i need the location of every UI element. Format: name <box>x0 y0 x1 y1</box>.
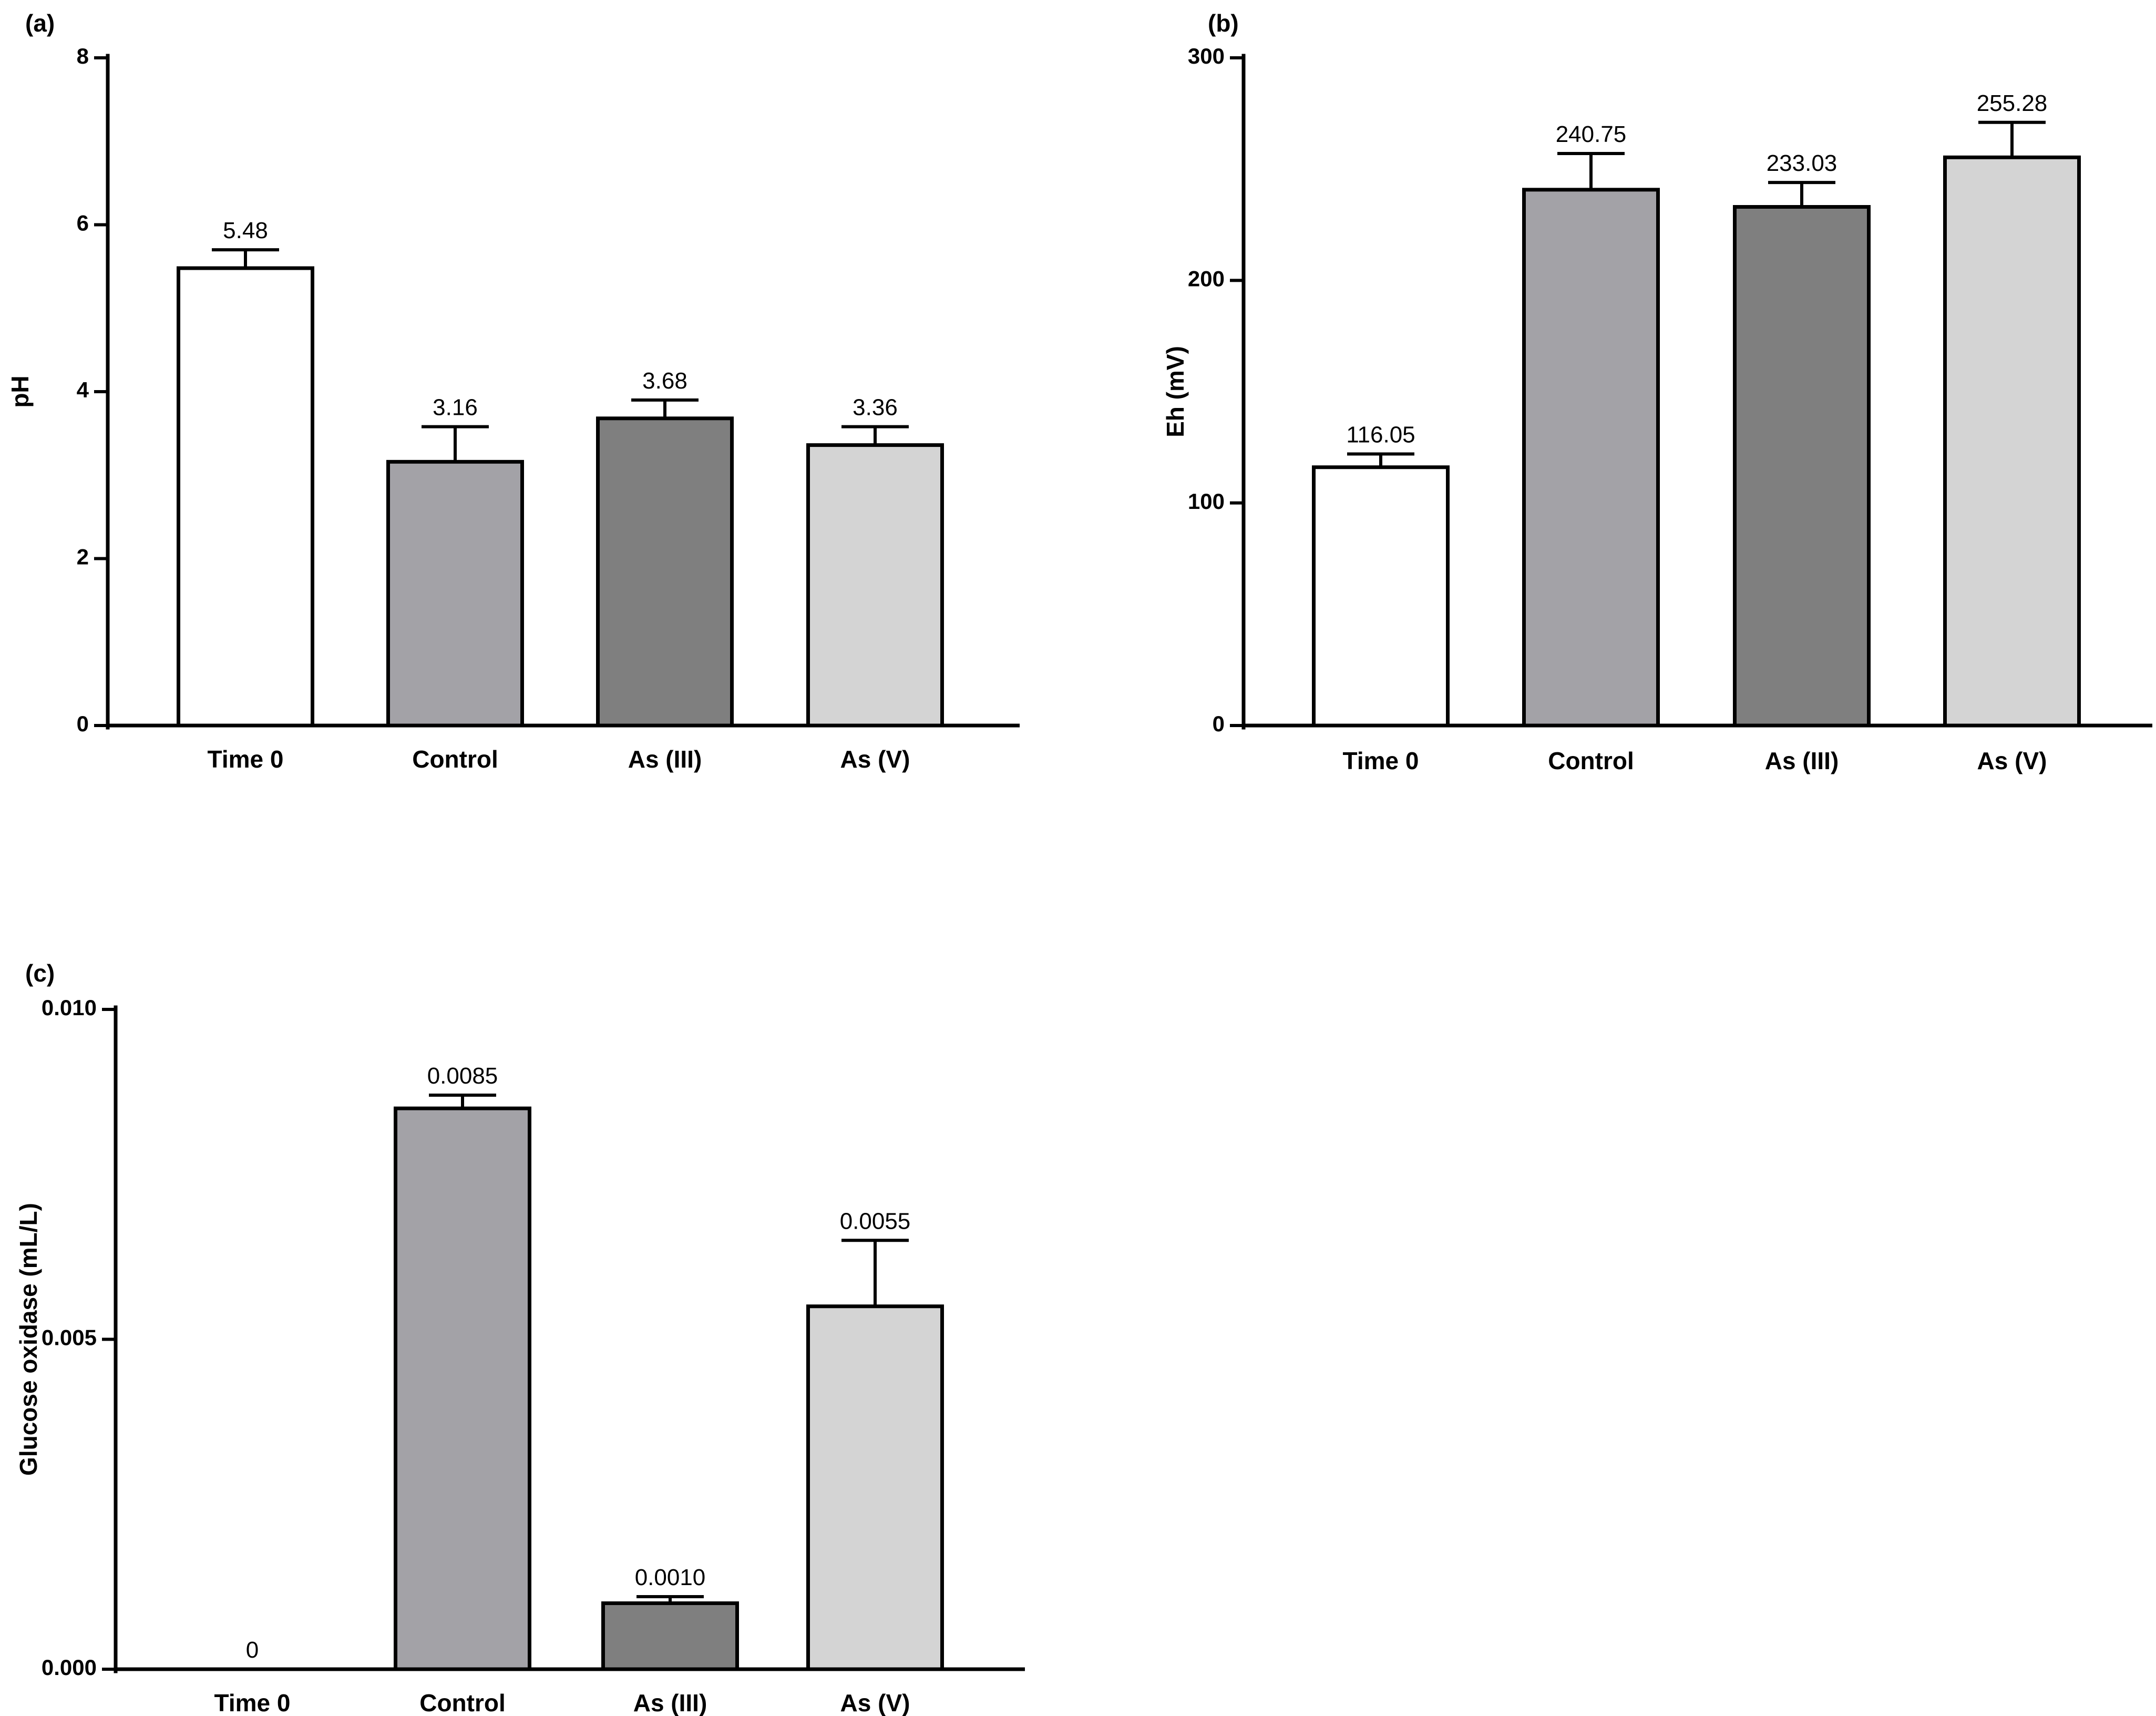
x-tick-label: As (III) <box>628 745 702 773</box>
y-axis-title: Glucose oxidase (mL/L) <box>15 1203 42 1476</box>
x-tick-label: As (III) <box>633 1689 707 1716</box>
bar <box>806 1304 944 1671</box>
x-tick-label: Control <box>412 745 498 773</box>
y-tick-label: 300 <box>1188 44 1225 68</box>
bar <box>601 1601 739 1671</box>
data-label: 233.03 <box>1767 150 1837 176</box>
y-tick-label: 0 <box>77 711 89 736</box>
y-tick-label: 0 <box>1213 711 1225 736</box>
data-label: 3.36 <box>853 395 898 421</box>
bar <box>806 443 944 728</box>
y-tick-label: 8 <box>77 44 89 68</box>
x-tick-label: As (V) <box>840 1689 910 1716</box>
data-label: 0.0055 <box>840 1208 911 1234</box>
bar <box>1943 155 2081 728</box>
y-tick-label: 6 <box>77 211 89 236</box>
x-tick-label: As (V) <box>840 745 910 773</box>
y-tick-label: 200 <box>1188 266 1225 291</box>
data-label: 5.48 <box>223 218 268 243</box>
panel-label: (a) <box>25 9 55 37</box>
bar <box>177 266 314 728</box>
x-tick-label: Control <box>1548 747 1634 774</box>
bar <box>394 1106 531 1671</box>
x-tick-label: Time 0 <box>1343 747 1419 774</box>
data-label: 0 <box>246 1637 259 1663</box>
x-tick-label: Time 0 <box>214 1689 291 1716</box>
y-tick-label: 2 <box>77 545 89 569</box>
bar <box>1733 205 1871 728</box>
data-label: 255.28 <box>1977 90 2048 116</box>
y-tick-label: 100 <box>1188 489 1225 514</box>
y-tick-label: 0.010 <box>42 995 97 1020</box>
bar <box>596 416 734 728</box>
data-label: 0.0085 <box>427 1063 498 1089</box>
y-tick-label: 0.005 <box>42 1325 97 1350</box>
bar <box>1312 465 1450 728</box>
y-axis-title: Eh (mV) <box>1162 346 1189 437</box>
y-axis-title: pH <box>6 375 34 407</box>
x-tick-label: As (III) <box>1765 747 1839 774</box>
data-label: 3.68 <box>642 368 687 394</box>
x-tick-label: Time 0 <box>208 745 284 773</box>
bar <box>1522 188 1660 728</box>
data-label: 240.75 <box>1556 121 1627 147</box>
panel-label: (c) <box>25 959 55 987</box>
y-tick-label: 0.000 <box>42 1655 97 1680</box>
data-label: 116.05 <box>1346 422 1415 448</box>
chart-panel-a: (a) 0 2 4 6 8 pH 5.48 Time 0 3.16 Control 3.68 As (I… <box>6 9 1020 773</box>
bar <box>386 459 524 728</box>
chart-panel-c: (c) 0.000 0.005 0.010 Glucose oxidase (mL/L)… <box>15 959 1025 1716</box>
panel-label: (b) <box>1208 9 1239 37</box>
data-label: 3.16 <box>433 395 478 421</box>
x-tick-label: As (V) <box>1977 747 2047 774</box>
data-label: 0.0010 <box>635 1565 706 1590</box>
y-tick-label: 4 <box>77 377 89 402</box>
x-tick-label: Control <box>419 1689 506 1716</box>
chart-panel-b: (b) 0 100 200 300 Eh (mV) 116.05 Time 0 240.75 Co… <box>1162 9 2152 774</box>
